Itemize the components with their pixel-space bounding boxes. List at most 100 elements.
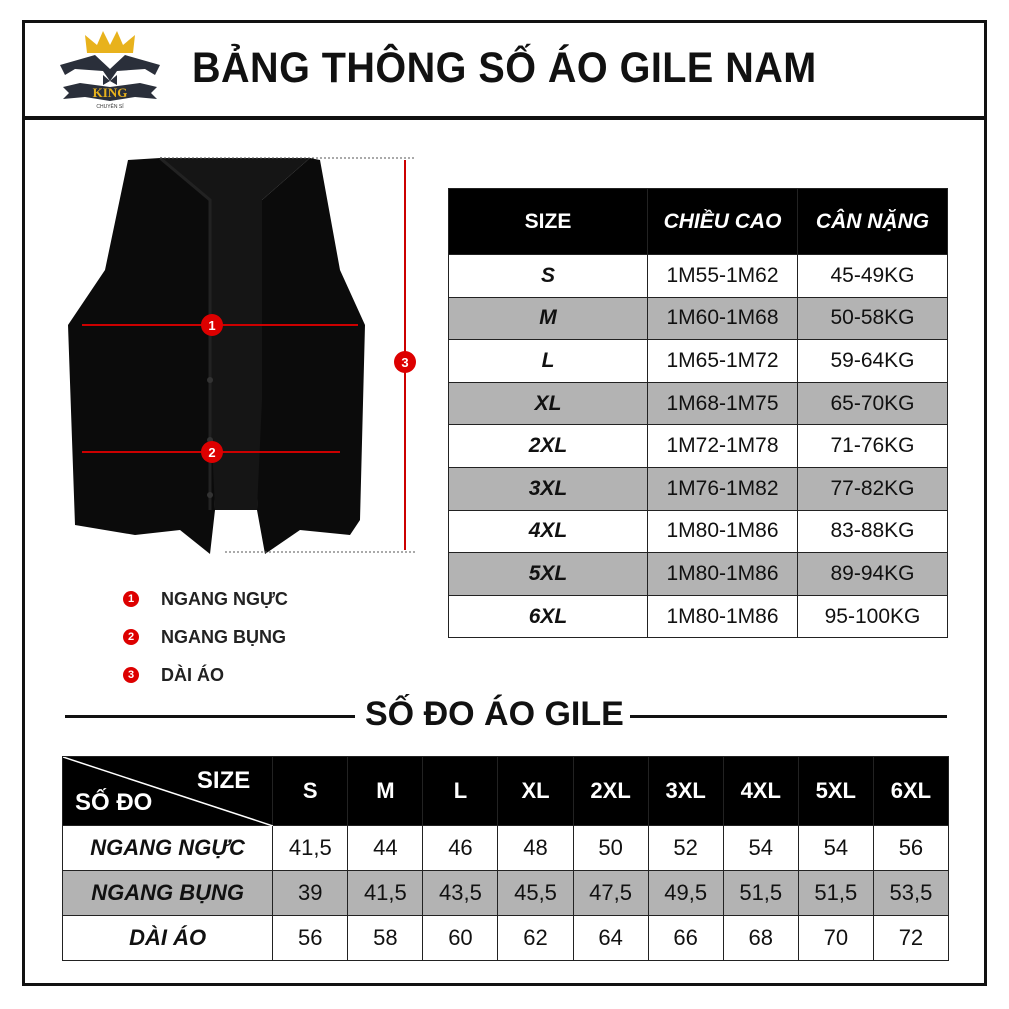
size-row: 6XL 1M80-1M86 95-100KG	[448, 594, 948, 639]
cell-value: 54	[722, 825, 799, 871]
cell-value: 45,5	[497, 870, 574, 916]
legend-label: NGANG BỤNG	[161, 626, 286, 647]
cell-value: 47,5	[572, 870, 649, 916]
corner-size-label: SIZE	[196, 767, 251, 794]
cell-value: 39	[272, 870, 349, 916]
corner-measure-label: SỐ ĐO	[75, 789, 153, 816]
size-row: S 1M55-1M62 45-49KG	[448, 254, 948, 298]
measure-row: DÀI ÁO 56 58 60 62 64 66 68 70 72	[61, 915, 950, 961]
cell-weight: 77-82KG	[797, 466, 948, 511]
cell-weight: 45-49KG	[797, 254, 948, 298]
cell-value: 53,5	[872, 870, 950, 916]
legend-item: 2 NGANG BỤNG	[123, 618, 288, 656]
col-header-size: XL	[497, 756, 574, 826]
cell-size: XL	[448, 381, 648, 426]
col-header-height: CHIỀU CAO	[647, 188, 798, 255]
svg-text:3: 3	[401, 355, 408, 370]
cell-value: 51,5	[722, 870, 799, 916]
divider	[630, 715, 947, 718]
cell-value: 56	[872, 825, 950, 871]
cell-height: 1M76-1M82	[647, 466, 798, 511]
cell-weight: 89-94KG	[797, 552, 948, 596]
col-header-size: 2XL	[572, 756, 649, 826]
size-row: 3XL 1M76-1M82 77-82KG	[448, 466, 948, 511]
col-header-size: S	[272, 756, 349, 826]
cell-height: 1M72-1M78	[647, 424, 798, 468]
cell-height: 1M80-1M86	[647, 509, 798, 554]
cell-value: 66	[647, 915, 724, 961]
cell-value: 64	[572, 915, 649, 961]
size-row: 4XL 1M80-1M86 83-88KG	[448, 509, 948, 554]
cell-size: 4XL	[448, 509, 648, 554]
section-title: SỐ ĐO ÁO GILE	[365, 695, 624, 733]
cell-value: 46	[422, 825, 499, 871]
size-row: XL 1M68-1M75 65-70KG	[448, 381, 948, 426]
cell-value: 60	[422, 915, 499, 961]
col-header-weight: CÂN NẶNG	[797, 188, 948, 255]
cell-value: 52	[647, 825, 724, 871]
col-header-size: M	[347, 756, 424, 826]
svg-text:1: 1	[208, 318, 215, 333]
cell-weight: 50-58KG	[797, 296, 948, 341]
cell-value: 50	[572, 825, 649, 871]
cell-value: 54	[797, 825, 874, 871]
divider	[65, 715, 355, 718]
page-frame	[22, 20, 987, 986]
cell-value: 51,5	[797, 870, 874, 916]
cell-value: 68	[722, 915, 799, 961]
measurement-legend: 1 NGANG NGỰC 2 NGANG BỤNG 3 DÀI ÁO	[123, 580, 288, 694]
col-header-size: 4XL	[722, 756, 799, 826]
legend-item: 1 NGANG NGỰC	[123, 580, 288, 618]
col-header-size: 6XL	[872, 756, 950, 826]
row-label: NGANG BỤNG	[61, 870, 274, 916]
col-header-size: 5XL	[797, 756, 874, 826]
header	[22, 20, 987, 120]
size-row: 5XL 1M80-1M86 89-94KG	[448, 552, 948, 596]
cell-size: 6XL	[448, 594, 648, 639]
col-header-size: 3XL	[647, 756, 724, 826]
cell-value: 48	[497, 825, 574, 871]
cell-weight: 71-76KG	[797, 424, 948, 468]
section-heading: SỐ ĐO ÁO GILE	[65, 695, 947, 735]
cell-value: 41,5	[272, 825, 349, 871]
marker-icon: 1	[123, 591, 139, 607]
col-header-size: L	[422, 756, 499, 826]
cell-value: 58	[347, 915, 424, 961]
row-label: NGANG NGỰC	[61, 825, 274, 871]
measurement-table: SIZE SỐ ĐO S M L XL 2XL 3XL 4XL 5XL 6XL NGANG NG…	[61, 756, 950, 961]
measure-row: NGANG NGỰC 41,5 44 46 48 50 52 54 54 56	[61, 825, 950, 871]
size-row: L 1M65-1M72 59-64KG	[448, 339, 948, 383]
cell-size: 5XL	[448, 552, 648, 596]
cell-size: L	[448, 339, 648, 383]
cell-value: 43,5	[422, 870, 499, 916]
col-header-size: SIZE	[448, 188, 648, 255]
page-title: BẢNG THÔNG SỐ ÁO GILE NAM	[192, 44, 817, 92]
cell-value: 62	[497, 915, 574, 961]
size-row: 2XL 1M72-1M78 71-76KG	[448, 424, 948, 468]
legend-item: 3 DÀI ÁO	[123, 656, 288, 694]
cell-size: S	[448, 254, 648, 298]
king-logo: KING CHUYÊN SỈ	[60, 31, 160, 110]
legend-label: DÀI ÁO	[161, 664, 224, 685]
cell-weight: 59-64KG	[797, 339, 948, 383]
cell-height: 1M65-1M72	[647, 339, 798, 383]
cell-height: 1M68-1M75	[647, 381, 798, 426]
cell-value: 49,5	[647, 870, 724, 916]
cell-value: 72	[872, 915, 950, 961]
cell-height: 1M60-1M68	[647, 296, 798, 341]
cell-value: 70	[797, 915, 874, 961]
legend-label: NGANG NGỰC	[161, 588, 288, 609]
svg-text:CHUYÊN SỈ: CHUYÊN SỈ	[96, 102, 124, 110]
svg-text:2: 2	[208, 445, 215, 460]
cell-height: 1M80-1M86	[647, 594, 798, 639]
cell-value: 44	[347, 825, 424, 871]
corner-header: SIZE SỐ ĐO	[61, 756, 274, 826]
cell-size: 3XL	[448, 466, 648, 511]
svg-text:KING: KING	[93, 85, 128, 100]
cell-weight: 65-70KG	[797, 381, 948, 426]
marker-icon: 2	[123, 629, 139, 645]
size-row: M 1M60-1M68 50-58KG	[448, 296, 948, 341]
marker-icon: 3	[123, 667, 139, 683]
vest-image: 1 2 3	[68, 156, 416, 554]
cell-value: 41,5	[347, 870, 424, 916]
